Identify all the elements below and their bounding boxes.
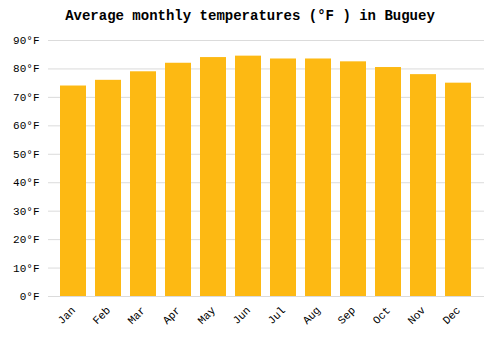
svg-text:80°F: 80°F — [13, 63, 39, 75]
svg-text:Oct: Oct — [371, 304, 393, 326]
svg-text:Aug: Aug — [301, 304, 323, 326]
svg-text:Sep: Sep — [336, 304, 358, 326]
svg-text:70°F: 70°F — [13, 92, 39, 104]
svg-text:40°F: 40°F — [13, 177, 39, 189]
svg-text:90°F: 90°F — [13, 35, 39, 47]
svg-text:Feb: Feb — [91, 304, 113, 326]
svg-text:20°F: 20°F — [13, 234, 39, 246]
svg-text:May: May — [196, 304, 219, 327]
svg-text:Jan: Jan — [56, 304, 78, 326]
svg-text:Mar: Mar — [126, 304, 148, 326]
svg-text:0°F: 0°F — [20, 291, 40, 303]
svg-text:Jul: Jul — [266, 304, 288, 326]
svg-text:30°F: 30°F — [13, 206, 39, 218]
svg-text:50°F: 50°F — [13, 149, 39, 161]
svg-text:Jun: Jun — [231, 304, 253, 326]
svg-text:Dec: Dec — [441, 304, 463, 326]
svg-text:Apr: Apr — [161, 304, 183, 326]
svg-text:10°F: 10°F — [13, 263, 39, 275]
svg-text:60°F: 60°F — [13, 120, 39, 132]
svg-text:Nov: Nov — [406, 304, 429, 327]
html-text:Average monthly temperatures (: Average monthly temperatures (°F ) in Bu… — [65, 8, 435, 24]
